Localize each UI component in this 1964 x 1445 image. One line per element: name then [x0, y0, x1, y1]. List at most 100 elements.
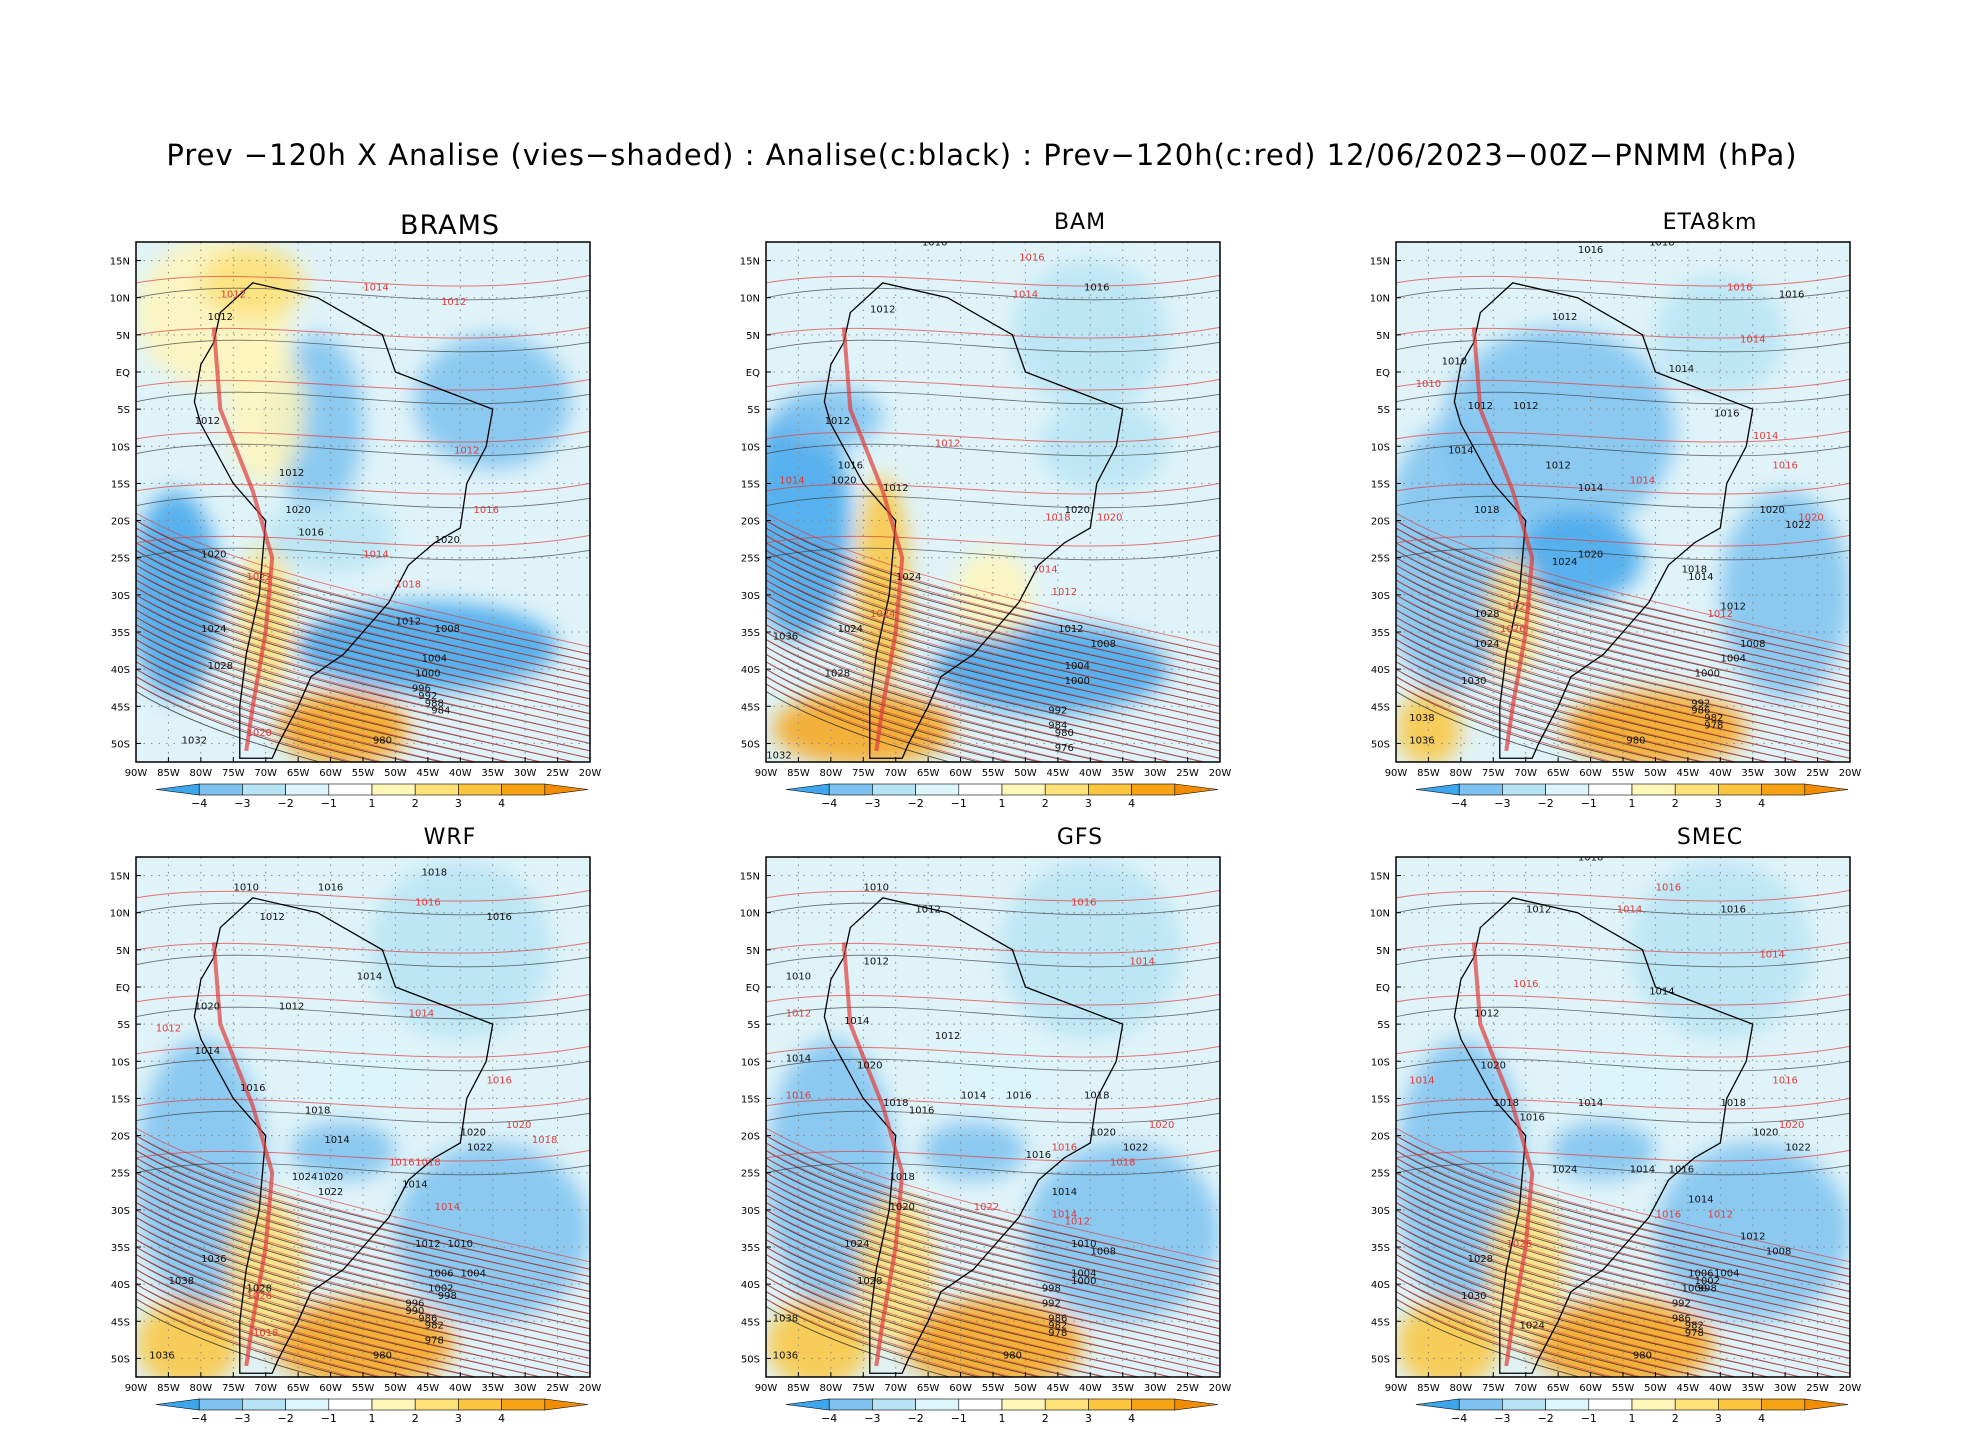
contour-label-analysis: 1024	[1552, 1165, 1577, 1176]
lon-tick-label: 55W	[982, 1383, 1005, 1394]
isobar-analysis	[1396, 954, 1850, 968]
contour-label-analysis: 978	[1685, 1328, 1704, 1339]
colorbar-swatch	[1718, 783, 1762, 796]
colorbar-swatch	[1588, 783, 1633, 796]
lat-tick-label: 30S	[111, 1206, 130, 1217]
colorbar-swatch	[328, 783, 373, 796]
isobar-analysis	[136, 661, 444, 762]
contour-label-forecast: 1014	[1052, 1209, 1077, 1220]
colorbar-swatch	[1631, 783, 1676, 796]
isobar-forecast	[136, 326, 590, 339]
isobar-analysis	[136, 1006, 590, 1020]
colorbar-swatch	[458, 783, 502, 796]
lon-tick-label: 50W	[384, 1383, 407, 1394]
colorbar-label: 4	[1758, 1412, 1765, 1425]
map-canvas: 1018101610161010101210141012102010141016…	[110, 856, 601, 1425]
lat-tick-label: 15N	[1370, 257, 1390, 268]
contour-label-analysis: 1012	[259, 912, 284, 923]
lat-tick-label: 5S	[117, 405, 130, 416]
contour-label-analysis: 992	[1048, 706, 1067, 717]
isobar-forecast	[136, 1179, 590, 1315]
isobar-analysis	[136, 646, 510, 762]
lat-tick-label: 50S	[111, 1354, 130, 1365]
colorbar-label: −2	[277, 1412, 293, 1425]
colorbar-swatch	[1718, 1398, 1762, 1411]
contour-label-analysis: 1032	[182, 735, 207, 746]
contour-label-analysis: 1020	[1578, 550, 1603, 561]
contour-label-analysis: 984	[431, 706, 450, 717]
lon-tick-label: 70W	[1514, 1383, 1537, 1394]
isobar-forecast	[1396, 639, 1804, 762]
colorbar-label: 1	[369, 797, 376, 810]
isobar-analysis	[766, 1298, 980, 1377]
colorbar-swatch	[1804, 783, 1849, 796]
lon-tick-label: 75W	[222, 768, 245, 779]
isobar-forecast	[1396, 1179, 1850, 1315]
isobar-forecast	[136, 579, 590, 715]
colorbar-swatch	[1415, 783, 1460, 796]
isobar-analysis	[136, 391, 590, 405]
contour-label-forecast: 1020	[506, 1120, 531, 1131]
contour-label-analysis: 1002	[428, 1284, 453, 1295]
lat-tick-label: 15S	[111, 1094, 130, 1105]
isobar-forecast	[766, 1164, 1220, 1300]
contour-label-analysis: 1020	[461, 1128, 486, 1139]
contour-label-analysis: 1014	[1649, 986, 1674, 997]
lon-tick-label: 45W	[1047, 1383, 1070, 1394]
isobar-analysis	[1396, 1306, 1582, 1377]
lon-tick-label: 65W	[287, 768, 310, 779]
lon-tick-label: 90W	[755, 1383, 778, 1394]
lat-tick-label: 10N	[110, 294, 130, 305]
isobar-forecast	[136, 1298, 355, 1377]
contour-label-forecast: 1016	[1071, 897, 1096, 908]
contour-label-analysis: 1018	[889, 1172, 914, 1183]
isobar-forecast	[766, 378, 1220, 391]
contour-label-analysis: 1016	[1084, 282, 1109, 293]
lon-tick-label: 40W	[1709, 1383, 1732, 1394]
isobar-analysis	[136, 1306, 322, 1377]
map-panel-smec: SMEC 1016 1016 1012 1014 1012 1020 1018 1016 1014…	[1320, 825, 1920, 1445]
colorbar-swatch	[285, 1398, 330, 1411]
colorbar-label: 2	[412, 797, 419, 810]
contour-label-forecast: 1016	[1513, 979, 1538, 990]
contour-label-forecast: 1014	[1753, 431, 1778, 442]
contour-label-forecast: 1016	[474, 505, 499, 516]
contour-label-analysis: 986	[1691, 706, 1710, 717]
contour-label-analysis: 982	[1704, 713, 1723, 724]
contour-label-analysis: 1020	[831, 475, 856, 486]
contour-label-analysis: 1024	[1519, 1321, 1544, 1332]
contour-label-analysis: 1012	[1468, 401, 1493, 412]
colorbar-label: −4	[821, 1412, 837, 1425]
isobar-forecast	[136, 653, 479, 762]
contour-label-forecast: 1012	[1065, 1217, 1090, 1228]
contour-label-analysis: 992	[1672, 1298, 1691, 1309]
isobar-forecast	[766, 1135, 1220, 1270]
contour-label-analysis: 1010	[448, 1239, 473, 1250]
isobar-forecast	[136, 527, 590, 663]
colorbar-swatch	[1458, 783, 1503, 796]
lat-tick-label: 5S	[1377, 1020, 1390, 1031]
isobar-forecast	[1396, 557, 1850, 692]
isobar-analysis	[1396, 691, 1582, 762]
lon-tick-label: 30W	[1144, 1383, 1167, 1394]
isobar-forecast	[136, 274, 590, 287]
colorbar-swatch	[828, 1398, 873, 1411]
contour-label-analysis: 1012	[1526, 905, 1551, 916]
contour-label-forecast: 1020	[1149, 1120, 1174, 1131]
contour-label-analysis: 1012	[1721, 602, 1746, 613]
contour-label-analysis: 1018	[883, 1098, 908, 1109]
isobar-analysis	[136, 902, 590, 916]
contour-label-forecast: 1012	[156, 1024, 181, 1035]
lat-tick-label: 45S	[741, 702, 760, 713]
lon-tick-label: 30W	[514, 768, 537, 779]
contour-label-analysis: 1014	[357, 972, 382, 983]
colorbar-label: 1	[999, 1412, 1006, 1425]
contour-label-forecast: 1022	[974, 1202, 999, 1213]
contour-label-analysis: 1012	[935, 1031, 960, 1042]
contour-label-analysis: 990	[405, 1306, 424, 1317]
contour-label-analysis: 1014	[1448, 446, 1473, 457]
lon-tick-label: 40W	[1709, 768, 1732, 779]
contour-label-analysis: 986	[1048, 1313, 1067, 1324]
isobar-forecast	[766, 1045, 1220, 1058]
coastline	[193, 897, 494, 1374]
